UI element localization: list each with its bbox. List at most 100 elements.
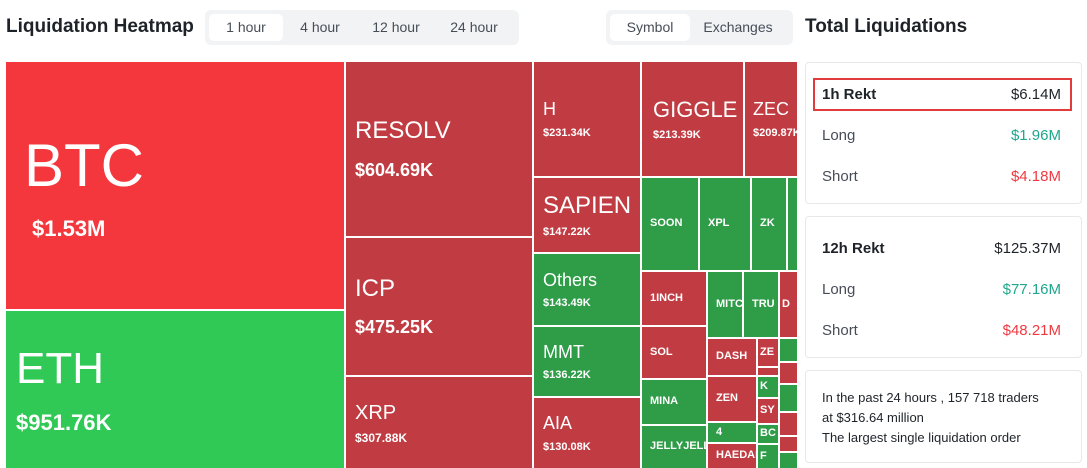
tile-symbol: AIA xyxy=(543,413,573,434)
tile-symbol: MITC xyxy=(716,297,742,310)
heatmap-tile xyxy=(780,385,797,411)
tile-value: $136.22K xyxy=(543,369,591,382)
heatmap-tile[interactable]: ZEN xyxy=(708,377,756,421)
tile-value: $475.25K xyxy=(355,317,434,338)
heatmap-tile[interactable]: D xyxy=(780,272,797,337)
tile-symbol: K xyxy=(760,380,768,393)
heatmap-tile[interactable]: GIGGLE $213.39K xyxy=(642,62,743,176)
tile-symbol: ICP xyxy=(355,274,396,302)
heatmap-tile[interactable]: ZEC $209.87K xyxy=(745,62,797,176)
summary-row: Short $48.21M xyxy=(822,322,1061,339)
view-tab[interactable]: Exchanges xyxy=(703,19,773,35)
heatmap-tile[interactable]: 4 xyxy=(708,423,756,442)
heatmap-tile xyxy=(780,339,797,361)
tile-symbol: SOON xyxy=(650,217,683,230)
summary-row: 12h Rekt $125.37M xyxy=(822,240,1061,257)
row-label: Long xyxy=(822,127,856,144)
heatmap-tile xyxy=(780,413,797,435)
summary-row: Long $77.16M xyxy=(822,281,1061,298)
tile-value: $604.69K xyxy=(355,159,434,180)
time-tab[interactable]: 4 hour xyxy=(300,19,340,35)
heatmap-tile xyxy=(780,453,797,468)
tile-symbol: DASH xyxy=(716,350,748,363)
tile-symbol: BTC xyxy=(24,131,144,199)
tile-symbol: F xyxy=(760,449,767,462)
tile-symbol: 1INCH xyxy=(650,291,684,304)
heatmap-tile[interactable]: Others $143.49K xyxy=(534,254,640,325)
tile-symbol: Others xyxy=(543,269,598,290)
heatmap-tile[interactable]: MITC xyxy=(708,272,742,337)
heatmap-tile xyxy=(788,178,797,270)
heatmap-tile[interactable]: AIA $130.08K xyxy=(534,398,640,468)
summary-title: Total Liquidations xyxy=(805,16,968,37)
heatmap-tile[interactable]: 1INCH xyxy=(642,272,706,325)
tile-symbol: MMT xyxy=(543,341,584,362)
tile-symbol: GIGGLE xyxy=(653,96,738,122)
heatmap-tile[interactable]: MMT $136.22K xyxy=(534,327,640,396)
highlight xyxy=(813,78,1072,111)
heatmap-tile[interactable]: HAEDAL xyxy=(708,444,756,468)
tile-value: $307.88K xyxy=(355,430,408,445)
note-line: The largest single liquidation order xyxy=(822,430,1021,445)
heatmap-tile[interactable]: BC xyxy=(758,425,778,443)
tile-symbol: XRP xyxy=(355,401,397,424)
heatmap-tile[interactable]: ZK xyxy=(752,178,786,270)
note-line: at $316.64 million xyxy=(822,410,924,425)
time-tabs: 1 hour 4 hour 12 hour 24 hour xyxy=(205,10,519,45)
heatmap-tile[interactable]: SOON xyxy=(642,178,698,270)
tile-symbol: ZEN xyxy=(716,392,738,405)
tile-symbol: XPL xyxy=(708,217,730,230)
row-value: $48.21M xyxy=(1002,322,1061,339)
tile-symbol: SAPIEN xyxy=(543,191,632,219)
heatmap-tile[interactable]: XPL xyxy=(700,178,750,270)
heatmap-tile[interactable]: BTC $1.53M xyxy=(6,62,344,309)
heatmap-tile[interactable]: SOL xyxy=(642,327,706,378)
heatmap-tile[interactable]: XRP $307.88K xyxy=(346,377,532,468)
heatmap-tile[interactable]: TRU xyxy=(744,272,778,337)
heatmap-tile[interactable]: DASH xyxy=(708,339,756,375)
view-tabs: Symbol Exchanges xyxy=(606,10,793,45)
row-label: Long xyxy=(822,281,856,298)
summary-row: 1h Rekt $6.14M xyxy=(822,86,1061,103)
tile-symbol: RESOLV xyxy=(355,117,451,145)
heatmap-tile xyxy=(780,363,797,383)
tile-symbol: HAEDAL xyxy=(716,449,756,462)
heatmap-tile xyxy=(758,368,778,375)
row-value: $6.14M xyxy=(1010,86,1061,103)
time-tab[interactable]: 12 hour xyxy=(372,19,420,35)
heatmap-tile[interactable]: MINA xyxy=(642,380,706,424)
tile-symbol: H xyxy=(543,99,556,120)
time-tab[interactable]: 24 hour xyxy=(450,19,498,35)
tile-value: $1.53M xyxy=(32,215,106,241)
tile-symbol: JELLYJELLY xyxy=(650,440,706,453)
heatmap-tile[interactable]: SY xyxy=(758,399,778,423)
view-tab[interactable]: Symbol xyxy=(610,14,690,41)
tile-symbol: 4 xyxy=(716,425,723,438)
heatmap-tile[interactable]: H $231.34K xyxy=(534,62,640,176)
heatmap-tile[interactable]: SAPIEN $147.22K xyxy=(534,178,640,252)
tile-symbol: ZK xyxy=(760,217,775,230)
heatmap-tile[interactable]: RESOLV $604.69K xyxy=(346,62,532,236)
note-line: In the past 24 hours , 157 718 traders xyxy=(822,390,1039,405)
heatmap-tile[interactable]: ZE xyxy=(758,339,778,366)
heatmap-tile[interactable]: JELLYJELLY xyxy=(642,426,706,468)
heatmap-tile[interactable]: F xyxy=(758,445,778,468)
row-value: $1.96M xyxy=(1010,127,1061,144)
heatmap-tile[interactable]: ETH $951.76K xyxy=(6,311,344,468)
heatmap-tile[interactable]: K xyxy=(758,377,778,397)
summary-row: Long $1.96M xyxy=(822,127,1061,144)
summary-card: 12h Rekt $125.37M Long $77.16M Short $48.21M xyxy=(805,216,1082,358)
row-label: 12h Rekt xyxy=(822,240,885,257)
page-title: Liquidation Heatmap xyxy=(6,16,194,37)
tile-value: $209.87K xyxy=(753,126,797,139)
tile-symbol: ZE xyxy=(760,345,775,358)
row-value: $4.18M xyxy=(1010,168,1061,185)
summary-card: 1h Rekt $6.14M Long $1.96M Short $4.18M xyxy=(805,62,1082,204)
summary-row: Short $4.18M xyxy=(822,168,1061,185)
row-label: Short xyxy=(822,168,858,185)
heatmap-tile[interactable]: ICP $475.25K xyxy=(346,238,532,375)
time-tab[interactable]: 1 hour xyxy=(209,14,283,41)
tile-value: $213.39K xyxy=(653,129,701,142)
heatmap-tile xyxy=(780,437,797,451)
